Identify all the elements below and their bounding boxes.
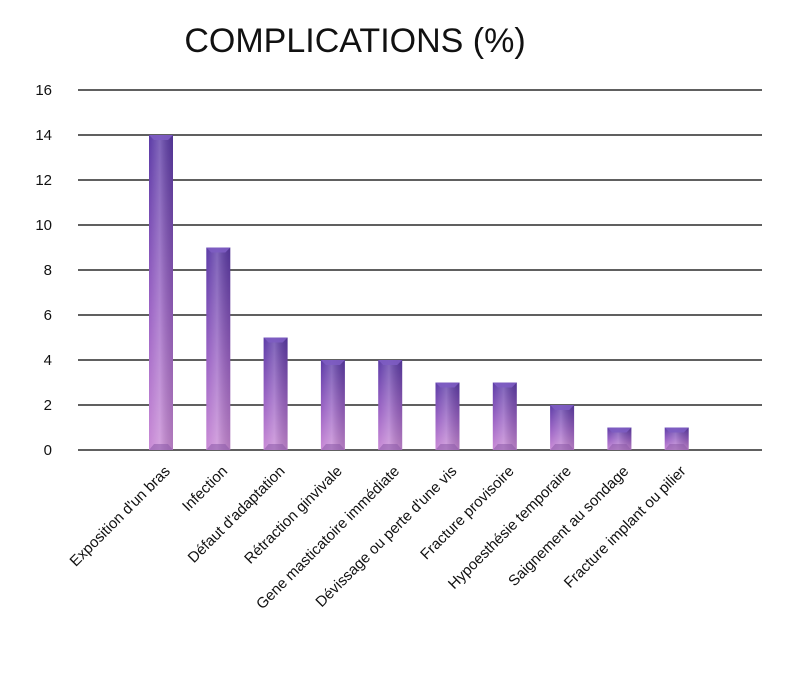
x-category-label: Rétraction ginvivale: [241, 463, 346, 568]
x-category-label: Infection: [179, 463, 231, 515]
bar: [320, 360, 345, 450]
bar: [378, 360, 403, 450]
y-tick-label: 6: [44, 307, 52, 324]
bar: [435, 382, 460, 450]
bar: [263, 337, 288, 450]
y-tick-label: 4: [44, 352, 52, 369]
y-tick-label: 14: [35, 127, 52, 144]
bar: [206, 247, 231, 450]
x-category-label: Défaut d'adaptation: [185, 463, 289, 567]
bars: [149, 135, 689, 450]
bar: [664, 427, 689, 450]
y-tick-label: 0: [44, 442, 52, 459]
x-category-label: Fracture implant ou pilier: [561, 463, 690, 592]
y-tick-label: 10: [35, 217, 52, 234]
y-tick-label: 12: [35, 172, 52, 189]
bar: [492, 382, 517, 450]
chart-title: COMPLICATIONS (%): [184, 22, 526, 60]
x-category-label: Exposition d'un bras: [67, 463, 174, 570]
bar: [550, 405, 575, 450]
bar: [607, 427, 632, 450]
y-tick-label: 16: [35, 82, 52, 99]
y-tick-label: 8: [44, 262, 52, 279]
gridlines: [78, 89, 762, 451]
bar: [149, 135, 173, 450]
y-tick-label: 2: [44, 397, 52, 414]
y-axis-tick-labels: 0 2 4 6 8 10 12 14 16: [35, 82, 52, 459]
